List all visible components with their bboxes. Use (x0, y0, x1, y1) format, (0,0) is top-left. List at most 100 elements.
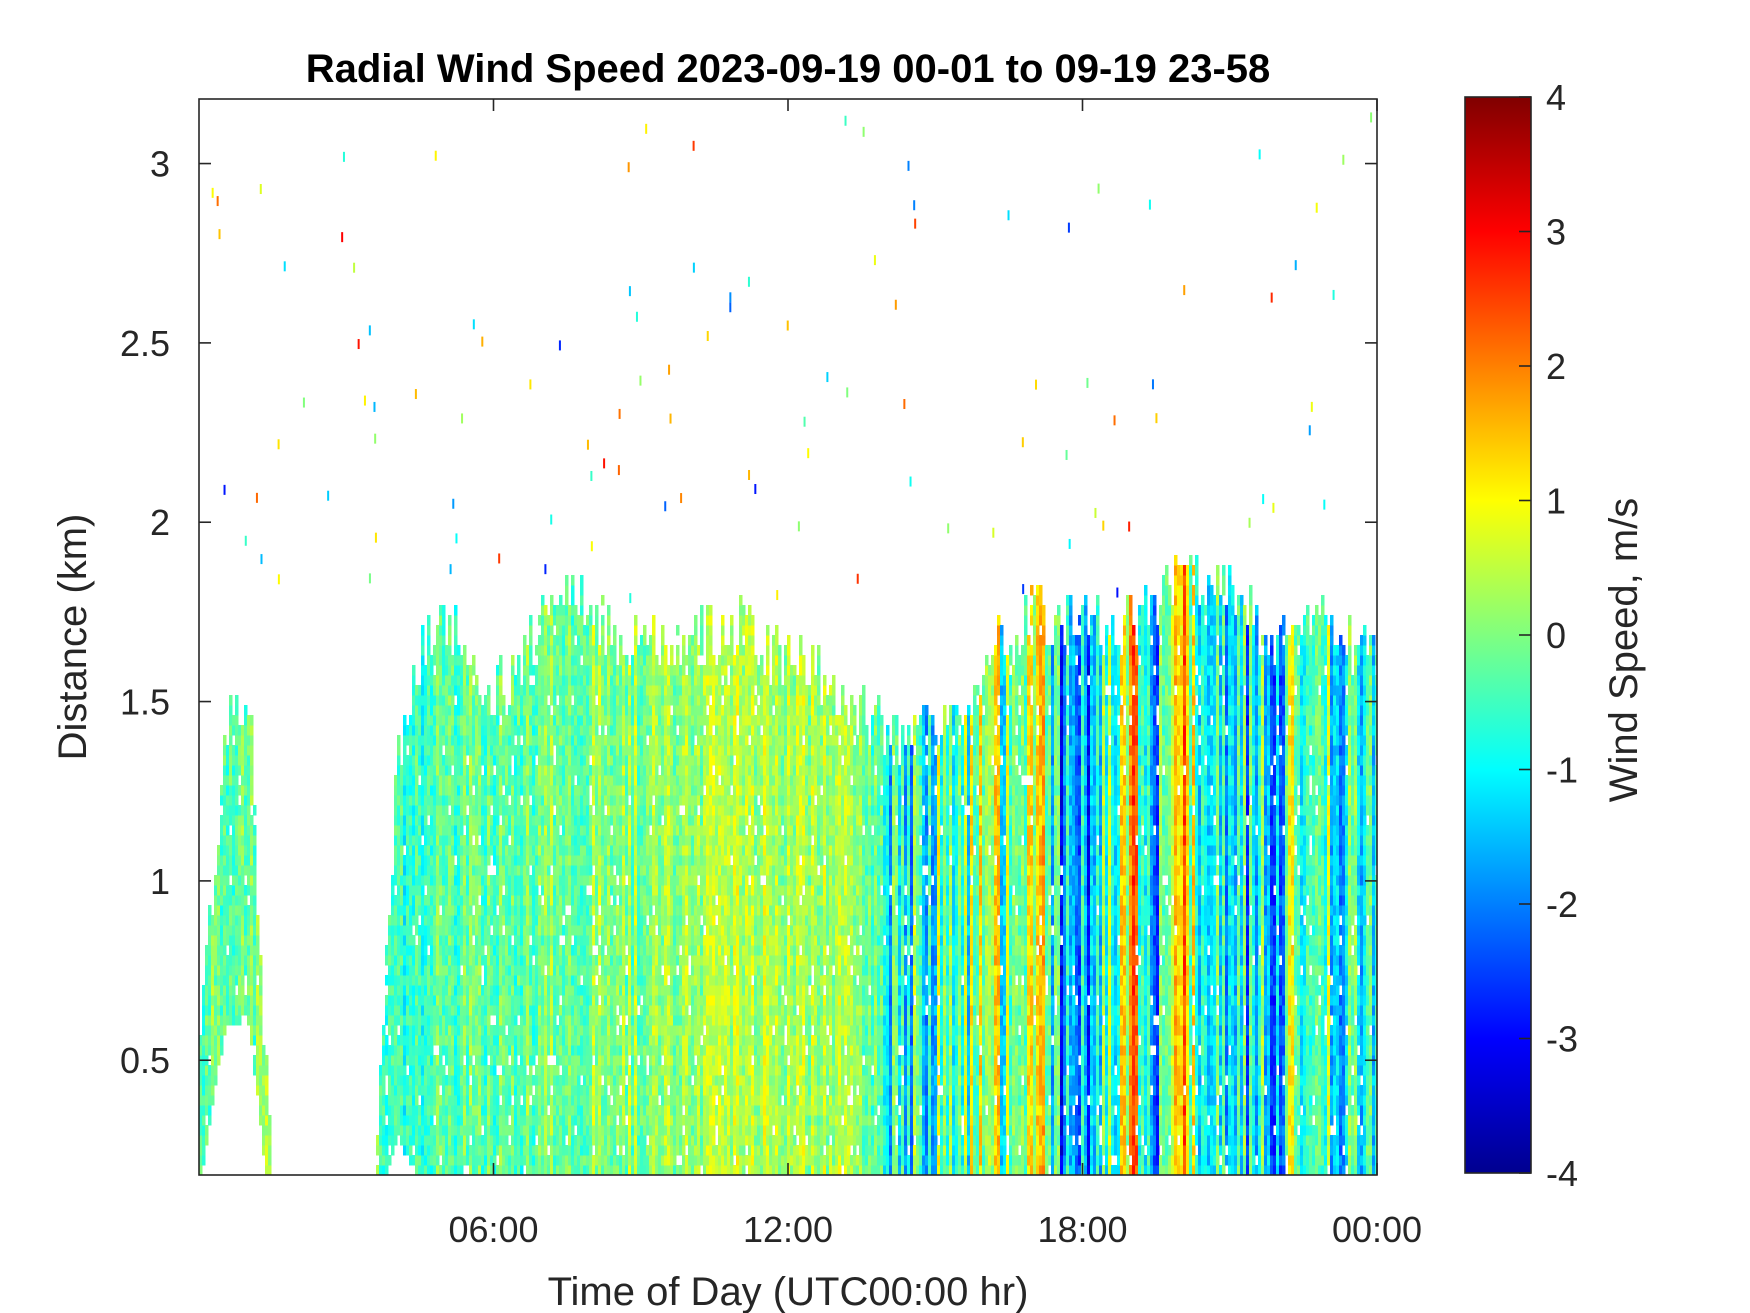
heatmap-cell (535, 955, 539, 966)
heatmap-cell (430, 695, 434, 706)
heatmap-cell (529, 785, 533, 796)
heatmap-cell (613, 935, 617, 946)
heatmap-cell (634, 795, 638, 806)
heatmap-cell (631, 1005, 635, 1016)
heatmap-cell (538, 965, 542, 976)
heatmap-cell (583, 985, 587, 996)
heatmap-cell (451, 995, 455, 1006)
heatmap-cell (460, 795, 464, 806)
heatmap-cell (244, 805, 248, 816)
heatmap-cell (499, 825, 503, 836)
heatmap-cell (379, 1105, 383, 1116)
heatmap-cell (631, 975, 635, 986)
heatmap-cell (454, 1165, 458, 1175)
heatmap-cell (265, 1115, 269, 1126)
heatmap-cell (556, 915, 560, 926)
heatmap-cell (523, 805, 527, 816)
heatmap-cell (484, 825, 488, 836)
heatmap-cell (451, 935, 455, 946)
heatmap-cell (490, 825, 494, 836)
heatmap-cell (652, 915, 656, 926)
heatmap-cell (631, 1165, 635, 1175)
heatmap-cell (511, 715, 515, 726)
heatmap-cell (400, 785, 404, 796)
heatmap-cell (418, 1035, 422, 1046)
heatmap-cell (571, 1085, 575, 1096)
heatmap-cell (421, 725, 425, 736)
heatmap-cell (649, 775, 653, 786)
heatmap-cell (502, 915, 506, 926)
heatmap-cell (502, 1005, 506, 1016)
heatmap-cell (592, 635, 596, 646)
heatmap-cell (205, 1025, 209, 1036)
heatmap-cell (544, 845, 548, 856)
heatmap-cell (424, 775, 428, 786)
heatmap-cell (541, 905, 545, 916)
heatmap-cell (535, 1045, 539, 1056)
heatmap-cell (454, 995, 458, 1006)
heatmap-cell (466, 1105, 470, 1116)
heatmap-cell (418, 1055, 422, 1066)
heatmap-cell (571, 745, 575, 756)
heatmap-cell (613, 785, 617, 796)
heatmap-cell (469, 865, 473, 876)
heatmap-cell (466, 865, 470, 876)
heatmap-cell (448, 965, 452, 976)
heatmap-cell (391, 1145, 395, 1156)
heatmap-cell (562, 795, 566, 806)
heatmap-cell (523, 1105, 527, 1116)
heatmap-cell (568, 785, 572, 796)
heatmap-cell (496, 1015, 500, 1026)
heatmap-cell (484, 1055, 488, 1066)
heatmap-cell (589, 745, 593, 756)
heatmap-cell (637, 1125, 641, 1136)
heatmap-cell (637, 975, 641, 986)
heatmap-cell (619, 795, 623, 806)
heatmap-cell (217, 925, 221, 936)
heatmap-cell (448, 745, 452, 756)
heatmap-cell (628, 755, 632, 766)
heatmap-cell (244, 735, 248, 746)
heatmap-cell (610, 875, 614, 886)
heatmap-cell (439, 1125, 443, 1136)
heatmap-cell (553, 775, 557, 786)
heatmap-cell (238, 885, 242, 896)
heatmap-cell (490, 935, 494, 946)
heatmap-cell (247, 735, 251, 746)
heatmap-cell (613, 955, 617, 966)
heatmap-cell (235, 975, 239, 986)
heatmap-cell (577, 615, 581, 626)
heatmap-cell (469, 815, 473, 826)
heatmap-cell (598, 675, 602, 686)
heatmap-cell (646, 665, 650, 676)
heatmap-cell (448, 975, 452, 986)
heatmap-cell (208, 955, 212, 966)
heatmap-cell (436, 1075, 440, 1086)
heatmap-cell (625, 1035, 629, 1046)
heatmap-cell (487, 695, 491, 706)
heatmap-cell (496, 695, 500, 706)
heatmap-cell (643, 815, 647, 826)
heatmap-cell (571, 915, 575, 926)
heatmap-cell (589, 955, 593, 966)
heatmap-cell (619, 835, 623, 846)
heatmap-cell (232, 1015, 236, 1026)
heatmap-cell (430, 935, 434, 946)
heatmap-cell (442, 1145, 446, 1156)
heatmap-cell (469, 1085, 473, 1096)
heatmap-cell (394, 825, 398, 836)
heatmap-cell (643, 915, 647, 926)
heatmap-cell (556, 955, 560, 966)
heatmap-cell (526, 665, 530, 676)
heatmap-cell (412, 1155, 416, 1166)
heatmap-cell (253, 985, 257, 996)
heatmap-cell (433, 965, 437, 976)
heatmap-cell (505, 1075, 509, 1086)
heatmap-cell (595, 825, 599, 836)
heatmap-cell (238, 825, 242, 836)
heatmap-cell (646, 815, 650, 826)
heatmap-cell (418, 925, 422, 936)
heatmap-cell (568, 815, 572, 826)
heatmap-cell (559, 685, 563, 696)
heatmap-cell (442, 975, 446, 986)
